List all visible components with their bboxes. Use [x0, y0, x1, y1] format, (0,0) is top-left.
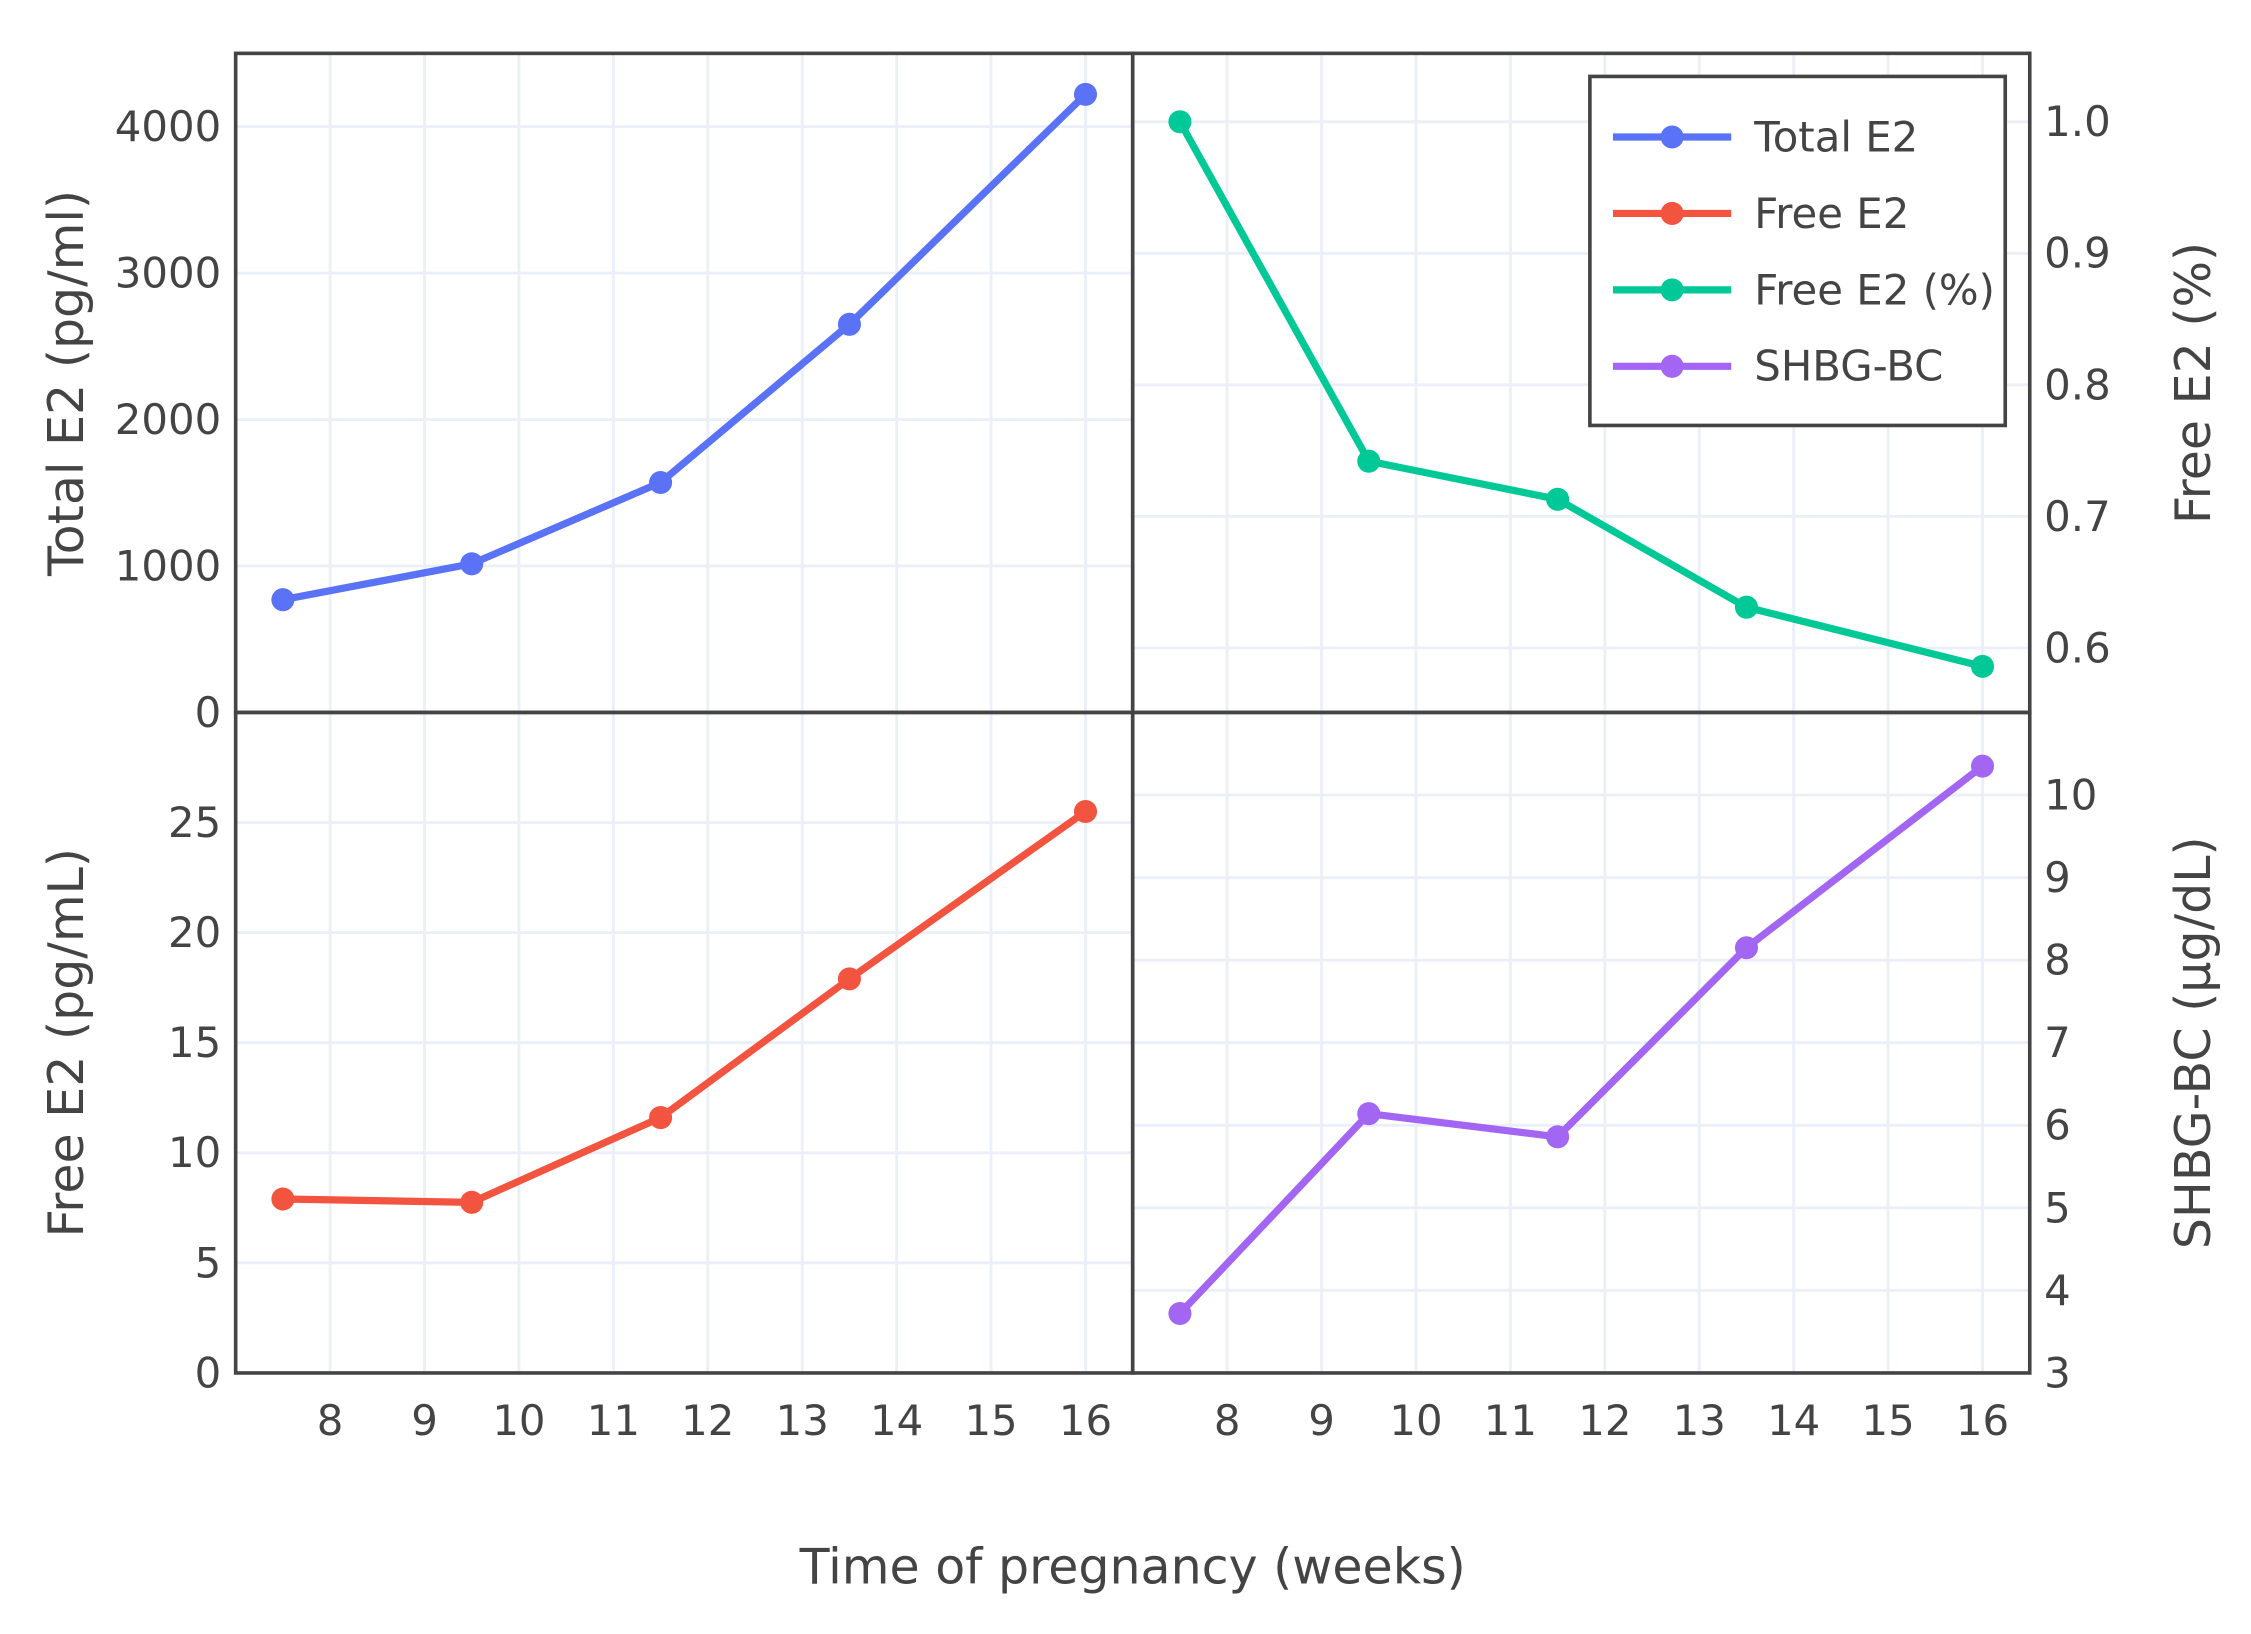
- y-tick-label: 0.7: [2044, 492, 2110, 541]
- x-tick-label: 9: [411, 1396, 438, 1445]
- y-axis-label: Free E2 (pg/mL): [37, 848, 95, 1237]
- series-line: [282, 91, 1089, 604]
- tick-labels: 0 1000 2000 3000 4000 Total E2 (pg/ml) 0.6 0.7 0…: [37, 97, 2222, 1445]
- x-tick-label: 14: [1767, 1396, 1820, 1445]
- y-tick-label: 0.6: [2044, 623, 2110, 672]
- y-tick-label: 20: [168, 908, 221, 957]
- data-point: [1546, 487, 1570, 511]
- x-tick-label: 13: [776, 1396, 829, 1445]
- panel-frame: [233, 51, 1135, 715]
- x-axis-label: Time of pregnancy (weeks): [799, 1538, 1466, 1596]
- data-point: [1357, 1102, 1381, 1126]
- y-tick-label: 7: [2044, 1018, 2071, 1067]
- y-tick-label: 3: [2044, 1348, 2071, 1397]
- data-point: [1734, 595, 1759, 619]
- y-tick-label: 5: [2044, 1183, 2071, 1232]
- data-point: [649, 470, 673, 495]
- x-tick-label: 8: [317, 1396, 344, 1445]
- legend-label: Free E2 (%): [1754, 265, 1995, 314]
- x-tick-label: 15: [1862, 1396, 1915, 1445]
- y-tick-label: 6: [2044, 1101, 2071, 1150]
- y-tick-label: 9: [2044, 853, 2071, 902]
- gridlines: [235, 53, 2030, 1373]
- data-point: [1073, 799, 1098, 824]
- y-tick-label: 3000: [115, 248, 221, 297]
- data-point: [1971, 754, 1995, 778]
- y-tick-label: 10: [168, 1128, 221, 1177]
- data-point: [1734, 936, 1759, 960]
- legend: Total E2 Free E2 Free E2 (%) SHBG-BC: [1588, 74, 2008, 428]
- y-tick-label: 0.8: [2044, 360, 2110, 409]
- y-tick-label: 15: [168, 1018, 221, 1067]
- data-point: [1971, 654, 1995, 678]
- x-tick-label: 8: [1214, 1396, 1241, 1445]
- y-tick-label: 1000: [115, 541, 221, 590]
- legend-label: SHBG-BC: [1754, 342, 1943, 391]
- data-point: [1546, 1125, 1570, 1149]
- x-tick-label: 15: [964, 1396, 1017, 1445]
- x-tick-label: 16: [1956, 1396, 2009, 1445]
- y-tick-label: 0: [195, 1348, 222, 1397]
- legend-label: Free E2: [1754, 189, 1909, 238]
- y-tick-label: 8: [2044, 936, 2071, 985]
- data-point: [271, 1187, 295, 1211]
- y-tick-label: 10: [2044, 770, 2097, 819]
- y-axis-label: SHBG-BC (µg/dL): [2164, 836, 2222, 1249]
- series-line: [282, 808, 1088, 1206]
- x-tick-label: 10: [1389, 1396, 1442, 1445]
- legend-label: Total E2: [1753, 112, 1918, 161]
- legend-item[interactable]: SHBG-BC: [1612, 342, 1943, 391]
- data-point: [460, 552, 484, 576]
- data-point: [1073, 82, 1098, 106]
- data-point: [1168, 110, 1192, 134]
- x-tick-label: 13: [1673, 1396, 1726, 1445]
- x-tick-label: 11: [1484, 1396, 1537, 1445]
- x-tick-label: 16: [1059, 1396, 1112, 1445]
- y-tick-label: 2000: [115, 395, 221, 444]
- y-tick-label: 1.0: [2044, 97, 2110, 146]
- y-tick-label: 0: [195, 688, 222, 737]
- x-tick-label: 14: [870, 1396, 923, 1445]
- x-tick-label: 11: [587, 1396, 640, 1445]
- y-tick-label: 25: [168, 798, 221, 847]
- data-point: [271, 588, 295, 612]
- x-tick-label: 12: [681, 1396, 734, 1445]
- legend-marker: [1660, 201, 1684, 225]
- y-axis-label: Free E2 (%): [2164, 242, 2222, 524]
- series-line: [1177, 763, 1985, 1316]
- data-point: [1357, 449, 1381, 473]
- data-point: [460, 1190, 484, 1214]
- y-tick-label: 5: [195, 1238, 222, 1287]
- y-axis-label: Total E2 (pg/ml): [37, 190, 95, 577]
- series-layer: [271, 82, 1995, 1326]
- data-point: [649, 1106, 673, 1130]
- y-tick-label: 4: [2044, 1266, 2071, 1315]
- y-tick-label: 4000: [115, 102, 221, 151]
- legend-marker: [1660, 354, 1684, 378]
- data-point: [1168, 1301, 1192, 1326]
- data-point: [837, 967, 861, 991]
- data-point: [837, 312, 861, 336]
- legend-item[interactable]: Free E2: [1612, 189, 1909, 238]
- legend-marker: [1660, 125, 1684, 149]
- x-tick-label: 9: [1308, 1396, 1335, 1445]
- panel-frame: [1130, 710, 2032, 1375]
- x-tick-label: 10: [492, 1396, 545, 1445]
- legend-item[interactable]: Total E2: [1612, 112, 1918, 161]
- y-tick-label: 0.9: [2044, 229, 2110, 278]
- legend-marker: [1660, 278, 1684, 302]
- panel-frames: [233, 51, 2032, 1375]
- legend-item[interactable]: Free E2 (%): [1612, 265, 1995, 314]
- x-tick-label: 12: [1578, 1396, 1631, 1445]
